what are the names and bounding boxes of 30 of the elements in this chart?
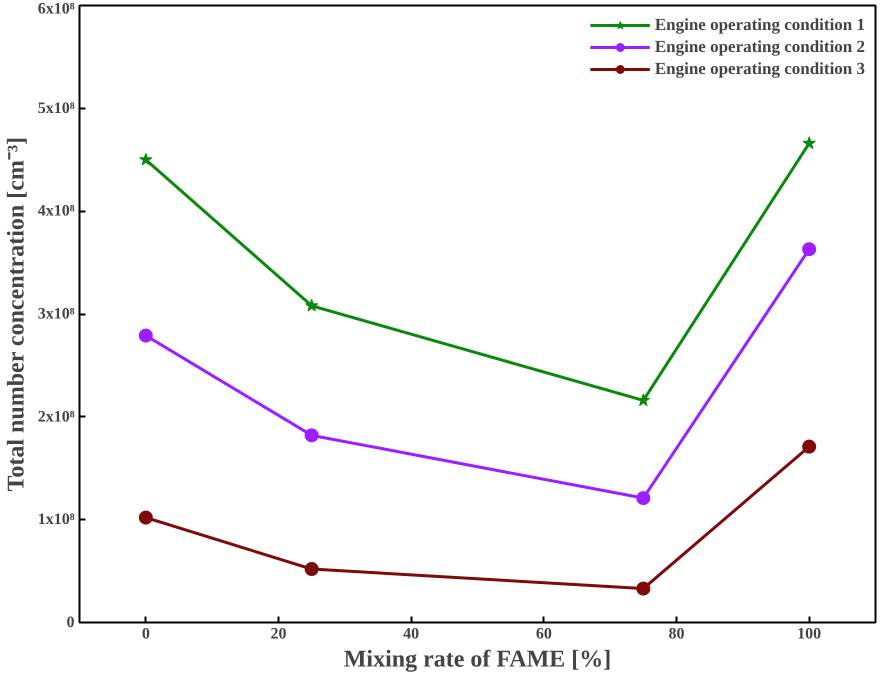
y-tick-label: 3x10⁸	[38, 306, 75, 322]
point	[138, 510, 153, 525]
point	[304, 562, 319, 576]
x-tick-label: 20	[270, 626, 286, 642]
point	[304, 298, 318, 312]
x-tick-label: 80	[668, 626, 684, 642]
point	[636, 393, 650, 406]
y-tick-label: 5x10⁸	[38, 100, 75, 117]
y-axis-title: Total number concentration [cm⁻³]	[4, 136, 30, 492]
point	[636, 491, 650, 506]
point	[802, 136, 816, 150]
point	[802, 440, 816, 454]
y-tick-label: 4x10⁸	[38, 202, 75, 220]
point	[304, 428, 319, 442]
x-axis-title: Mixing rate of FAME [%]	[344, 646, 612, 672]
y-tick-label: 1x10⁸	[38, 511, 75, 528]
x-tick-label: 100	[797, 626, 822, 642]
point	[138, 328, 153, 343]
point	[802, 242, 816, 256]
legend-label: Engine operating condition 1	[654, 15, 865, 35]
point	[139, 152, 153, 166]
y-tick-label: 6x10⁸	[38, 0, 75, 18]
x-tick-label: 60	[536, 626, 552, 642]
y-tick-label: 2x10⁸	[38, 408, 75, 426]
legend-label: Engine operating condition 2	[654, 37, 865, 57]
x-tick-label: 0	[142, 626, 150, 642]
point	[636, 582, 650, 596]
y-tick-label: 0	[66, 614, 74, 631]
x-tick-label: 40	[403, 626, 420, 642]
legend-label: Engine operating condition 3	[654, 59, 865, 79]
